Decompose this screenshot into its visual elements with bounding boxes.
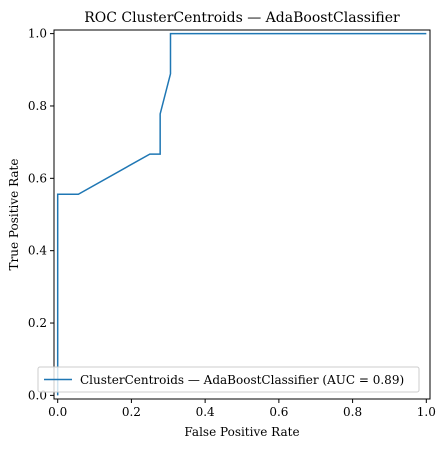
x-tick-label: 0.4 (196, 405, 215, 419)
legend-entry-label: ClusterCentroids — AdaBoostClassifier (A… (80, 373, 404, 387)
legend-box (37, 366, 420, 393)
y-tick-label: 0.6 (28, 171, 47, 185)
roc-curve-line (56, 32, 427, 396)
x-tick-label: 0.0 (48, 405, 67, 419)
x-tick-label: 0.8 (343, 405, 362, 419)
plot-frame (53, 29, 431, 400)
x-tick-label: 1.0 (417, 405, 436, 419)
y-tick-label: 0.8 (28, 99, 47, 113)
y-tick-label: 0.2 (28, 316, 47, 330)
x-tick-label: 0.2 (122, 405, 141, 419)
y-axis-label: True Positive Rate (7, 159, 21, 271)
x-axis-label: False Positive Rate (184, 425, 299, 439)
y-tick-label: 1.0 (28, 27, 47, 41)
y-tick-label: 0.4 (28, 244, 47, 258)
legend: ClusterCentroids — AdaBoostClassifier (A… (37, 366, 420, 393)
x-tick-label: 0.6 (269, 405, 288, 419)
chart-title: ROC ClusterCentroids — AdaBoostClassifie… (84, 10, 400, 26)
